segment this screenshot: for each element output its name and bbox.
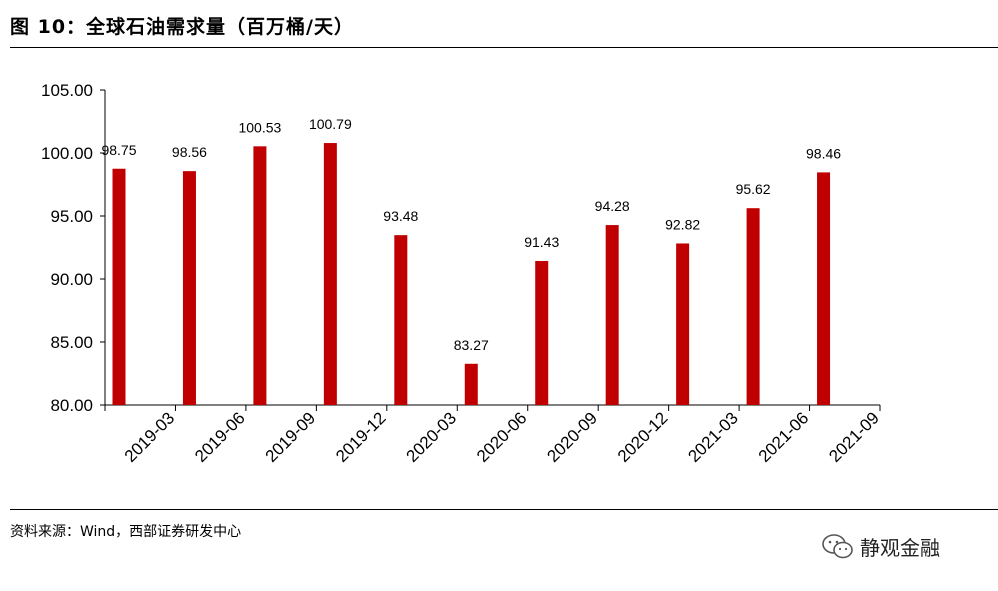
bar bbox=[605, 225, 619, 405]
x-tick-label: 2020-12 bbox=[614, 408, 672, 466]
source-rule bbox=[10, 509, 998, 510]
data-label: 94.28 bbox=[595, 198, 630, 214]
x-tick-label: 2019-03 bbox=[121, 408, 179, 466]
x-axis: 2019-03 2019-06 2019-09 2019-12 2020-03 2020-… bbox=[104, 404, 883, 466]
data-label: 92.82 bbox=[665, 216, 700, 232]
bar bbox=[253, 146, 267, 405]
x-tick-label: 2019-06 bbox=[191, 408, 249, 466]
bar bbox=[746, 208, 760, 405]
y-tick-label: 90.00 bbox=[50, 270, 93, 289]
x-tick-label: 2019-09 bbox=[262, 408, 320, 466]
data-label: 100.53 bbox=[238, 119, 281, 135]
value-labels: 98.75 98.56 100.53 100.79 93.48 83.27 91.43 94.… bbox=[101, 116, 841, 353]
x-tick-label: 2019-12 bbox=[332, 408, 390, 466]
watermark-text: 静观金融 bbox=[860, 536, 940, 560]
source-note: 资料来源：Wind，西部证券研发中心 bbox=[10, 524, 242, 540]
wechat-icon bbox=[822, 533, 853, 558]
bar bbox=[817, 172, 831, 405]
y-tick-label: 85.00 bbox=[50, 333, 93, 352]
data-label: 98.56 bbox=[172, 144, 207, 160]
bar bbox=[323, 143, 337, 405]
bar bbox=[535, 260, 549, 405]
data-label: 93.48 bbox=[383, 208, 418, 224]
y-axis: 80.00 85.00 90.00 95.00 100.00 105.00 bbox=[41, 81, 106, 415]
data-label: 91.43 bbox=[524, 234, 559, 250]
bar-chart: 80.00 85.00 90.00 95.00 100.00 105.00 2019-03… bbox=[41, 81, 883, 466]
bars bbox=[112, 143, 831, 405]
x-tick-label: 2021-09 bbox=[825, 408, 883, 466]
watermark: 静观金融 bbox=[822, 532, 940, 561]
bar bbox=[464, 363, 478, 405]
x-tick-label: 2020-06 bbox=[473, 408, 531, 466]
y-tick-label: 80.00 bbox=[50, 396, 93, 415]
x-tick-label: 2021-06 bbox=[755, 408, 813, 466]
title-rule bbox=[10, 47, 998, 48]
figure-title: 图 10：全球石油需求量（百万桶/天） bbox=[10, 16, 354, 38]
bar bbox=[112, 168, 126, 405]
bar bbox=[394, 235, 408, 405]
x-tick-label: 2020-09 bbox=[543, 408, 601, 466]
x-tick-label: 2020-03 bbox=[403, 408, 461, 466]
y-tick-label: 95.00 bbox=[50, 207, 93, 226]
data-label: 98.75 bbox=[101, 142, 136, 158]
y-tick-label: 100.00 bbox=[41, 144, 93, 163]
y-tick-label: 105.00 bbox=[41, 81, 93, 100]
bar bbox=[182, 171, 196, 405]
data-label: 83.27 bbox=[454, 337, 489, 353]
data-label: 98.46 bbox=[806, 145, 841, 161]
data-label: 95.62 bbox=[736, 181, 771, 197]
data-label: 100.79 bbox=[309, 116, 352, 132]
bar bbox=[676, 243, 690, 405]
x-tick-label: 2021-03 bbox=[684, 408, 742, 466]
